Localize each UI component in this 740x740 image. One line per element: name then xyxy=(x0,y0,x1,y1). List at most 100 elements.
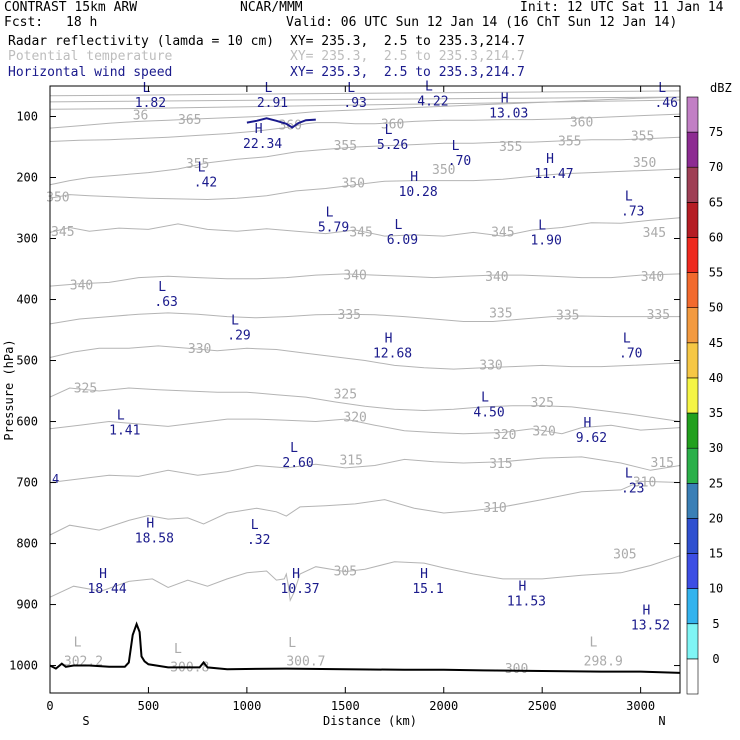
field-theta-xy: XY= 235.3, 2.5 to 235.3,214.7 xyxy=(290,49,525,64)
terrain-group xyxy=(49,621,681,674)
x-axis-label: Distance (km) xyxy=(323,714,417,728)
wind-extreme-marker: L xyxy=(117,409,125,424)
wind-extreme-marker: H xyxy=(519,580,527,595)
colorbar-tick-label: 40 xyxy=(709,371,723,385)
theta-label: 350 xyxy=(46,191,69,206)
wind-extreme-marker: H xyxy=(292,567,300,582)
wind-extreme-value: 12.68 xyxy=(373,346,412,361)
theta-label: 335 xyxy=(556,308,579,323)
colorbar-swatch xyxy=(686,342,699,379)
wind-extreme-value: 10.28 xyxy=(399,185,438,200)
wind-extreme-value: .46 xyxy=(654,96,677,111)
colorbar-swatch xyxy=(686,237,699,273)
theta-label: 355 xyxy=(334,139,357,154)
theta-label: 355 xyxy=(558,135,581,150)
theta-contour-365 xyxy=(49,96,681,129)
theta-label: 298.9 xyxy=(584,654,623,669)
y-tick-label: 900 xyxy=(16,598,38,612)
y-tick-label: 200 xyxy=(16,171,38,185)
colorbar-tick-label: 10 xyxy=(709,582,723,596)
wind-extreme-value: 18.58 xyxy=(135,532,174,547)
x-tick-label: 1500 xyxy=(331,699,360,713)
wind-extreme-marker: L xyxy=(142,81,150,96)
header-org: NCAR/MMM xyxy=(240,0,303,15)
colorbar-tick-label: 60 xyxy=(709,231,723,245)
wind-extreme-marker: L xyxy=(625,190,633,205)
colorbar: 0 5 10 15 20 25 30 35 40 45 50 55 60 65 70 75 xyxy=(686,96,723,695)
theta-contour-350 xyxy=(49,168,681,201)
wind-extreme-value: 18.44 xyxy=(88,582,127,597)
colorbar-swatch xyxy=(686,447,699,484)
colorbar-tick-label: 15 xyxy=(709,547,723,561)
theta-label: 300.7 xyxy=(286,654,325,669)
theta-contour-340 xyxy=(49,273,681,287)
theta-contour-305 xyxy=(49,555,681,603)
y-tick-label: 800 xyxy=(16,537,38,551)
theta-label: 360 xyxy=(570,116,593,131)
field-wind-name: Horizontal wind speed xyxy=(8,65,173,80)
theta-contour-380 xyxy=(49,90,681,97)
theta-contour-330 xyxy=(49,345,681,370)
wind-extreme-marker: L xyxy=(385,123,393,138)
x-tick-label: 3000 xyxy=(626,699,655,713)
wind-extreme-value: 2.60 xyxy=(282,456,313,471)
wind-extreme-marker: H xyxy=(99,567,107,582)
theta-label: 355 xyxy=(631,130,654,145)
y-tick-label: 100 xyxy=(16,110,38,124)
x-left-end-label: S xyxy=(82,714,89,728)
wind-extreme-value: 1.90 xyxy=(530,233,561,248)
colorbar-tick-label: 75 xyxy=(709,125,723,139)
field-theta-name: Potential temperature xyxy=(8,49,173,64)
header-fcst-label: Fcst: xyxy=(4,15,44,30)
wind-extreme-value: 5.26 xyxy=(377,138,408,153)
theta-label: 310 xyxy=(483,501,506,516)
y-tick-label: 1000 xyxy=(9,659,38,673)
x-tick-label: 2000 xyxy=(429,699,458,713)
theta-contour-355 xyxy=(49,136,681,186)
wind-extreme-value: 9.62 xyxy=(576,431,607,446)
theta-label: 340 xyxy=(641,270,664,285)
theta-label: 355 xyxy=(499,140,522,155)
wind-extreme-marker: L xyxy=(538,218,546,233)
theta-label: 345 xyxy=(349,225,372,240)
theta-label: 340 xyxy=(485,270,508,285)
theta-contour-325 xyxy=(49,387,681,422)
header-valid: Valid: 06 UTC Sun 12 Jan 14 (16 ChT Sun … xyxy=(286,15,678,30)
wind-extreme-marker: L xyxy=(290,441,298,456)
wind-extreme-marker: L xyxy=(623,331,631,346)
wind-extreme-marker: L xyxy=(481,390,489,405)
wind-extreme-marker: H xyxy=(583,416,591,431)
colorbar-tick-label: 65 xyxy=(709,195,723,209)
theta-label: 365 xyxy=(178,113,201,128)
colorbar-tick-label: 20 xyxy=(709,511,723,525)
wind-extreme-marker: L xyxy=(394,218,402,233)
wind-extreme-value: 15.1 xyxy=(412,582,443,597)
theta-contour-370 xyxy=(49,99,681,110)
colorbar-swatch xyxy=(686,482,699,519)
colorbar-swatch xyxy=(686,518,699,554)
wind-extreme-value: 22.34 xyxy=(243,137,282,152)
wind-extreme-marker: H xyxy=(643,603,651,618)
colorbar-tick-label: 0 xyxy=(712,652,719,666)
x-tick-label: 2500 xyxy=(528,699,557,713)
theta-label: 355 xyxy=(186,157,209,172)
header-fcst-value: 18 h xyxy=(66,15,98,30)
x-tick-label: 0 xyxy=(46,699,53,713)
theta-label: 360 xyxy=(381,117,404,132)
theta-label: 320 xyxy=(493,428,516,443)
colorbar-swatch xyxy=(686,588,699,624)
theta-extreme-marker: L xyxy=(174,642,182,657)
theta-label: 36 xyxy=(133,108,149,123)
theta-contour-360 xyxy=(49,113,681,142)
wind-extreme-value: 2.91 xyxy=(257,96,288,111)
theta-label: 305 xyxy=(334,565,357,580)
wind-extreme-value: 11.47 xyxy=(534,167,573,182)
colorbar-swatch xyxy=(686,272,699,309)
theta-extreme-marker: L xyxy=(288,636,296,651)
theta-contour-375 xyxy=(49,96,681,103)
colorbar-swatch xyxy=(686,412,699,449)
theta-contour-315 xyxy=(49,456,681,483)
theta-label: 320 xyxy=(532,424,555,439)
theta-label: 315 xyxy=(489,457,512,472)
